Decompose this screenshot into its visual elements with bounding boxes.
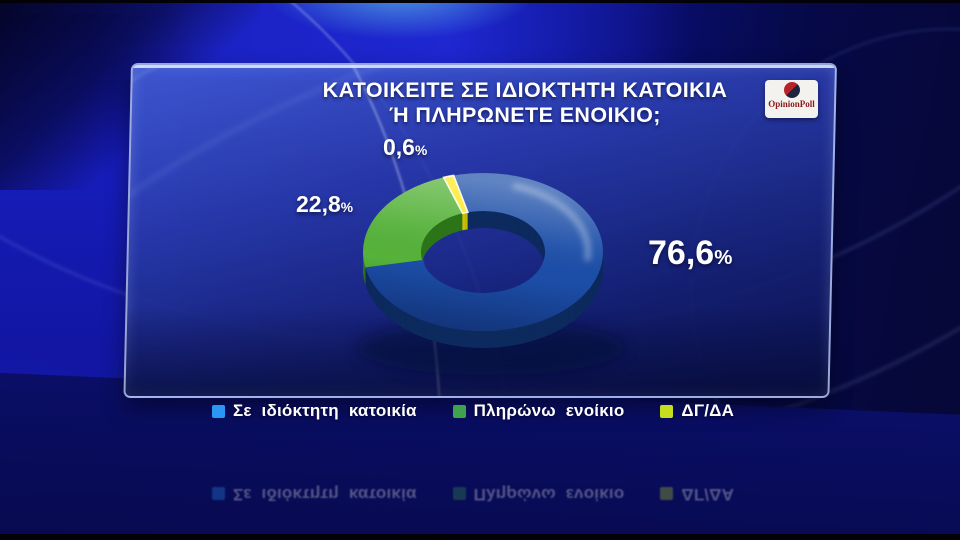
- slice-value-dgda: 0,6: [383, 134, 415, 160]
- legend-item-rent: Πληρώνω ενοίκιο: [452, 401, 625, 421]
- slice-label-rent: 22,8%: [296, 191, 353, 218]
- slice-value-own-home: 76,6: [648, 234, 715, 272]
- legend-label-reflection: Πληρώνω ενοίκιο: [473, 485, 625, 504]
- legend-swatch-green-reflection: [452, 487, 466, 501]
- letterbox-bar-bottom: [0, 534, 960, 540]
- background-cyan-glow: [265, 0, 535, 40]
- title-line-2: Ή ΠΛΗΡΩΝΕΤΕ ΕΝΟΙΚΙΟ;: [389, 103, 661, 127]
- letterbox-bar-top: [0, 0, 960, 3]
- legend-label-rent: Πληρώνω ενοίκιο: [473, 401, 625, 420]
- legend-swatch-blue-reflection: [211, 487, 225, 501]
- legend-item-reflection: Σε ιδιόκτητη κατοικία: [211, 484, 417, 504]
- legend: Σε ιδιόκτητη κατοικία Πληρώνω ενοίκιο ΔΓ…: [0, 401, 946, 421]
- opinionpoll-logo-icon: [783, 82, 800, 98]
- legend-swatch-yellow-reflection: [660, 487, 674, 501]
- percent-sign: %: [714, 247, 733, 269]
- legend-label-own-home: Σε ιδιόκτητη κατοικία: [232, 401, 417, 420]
- slice-label-dgda: 0,6%: [383, 134, 427, 161]
- legend-label-reflection: ΔΓ/ΔΑ: [681, 485, 735, 504]
- legend-swatch-yellow: [660, 404, 674, 418]
- legend-item-reflection: ΔΓ/ΔΑ: [660, 484, 734, 504]
- percent-sign: %: [414, 143, 428, 158]
- slice-value-rent: 22,8: [296, 191, 341, 217]
- legend-item-own-home: Σε ιδιόκτητη κατοικία: [211, 401, 417, 421]
- legend-item-reflection: Πληρώνω ενοίκιο: [452, 484, 625, 504]
- percent-sign: %: [340, 200, 354, 215]
- legend-reflection: Σε ιδιόκτητη κατοικία Πληρώνω ενοίκιο ΔΓ…: [0, 484, 946, 504]
- legend-swatch-blue: [211, 404, 225, 418]
- legend-label-dgda: ΔΓ/ΔΑ: [681, 401, 735, 420]
- opinionpoll-logo: OpinionPoll: [765, 80, 818, 118]
- slice-label-own-home: 76,6%: [648, 234, 732, 273]
- legend-swatch-green: [452, 404, 466, 418]
- legend-label-reflection: Σε ιδιόκτητη κατοικία: [232, 485, 417, 504]
- title-line-1: ΚΑΤΟΙΚΕΙΤΕ ΣΕ ΙΔΙΟΚΤΗΤΗ ΚΑΤΟΙΚΙΑ: [322, 78, 728, 102]
- legend-item-dgda: ΔΓ/ΔΑ: [660, 401, 734, 421]
- page-title: ΚΑΤΟΙΚΕΙΤΕ ΣΕ ΙΔΙΟΚΤΗΤΗ ΚΑΤΟΙΚΙΑ Ή ΠΛΗΡΩ…: [180, 78, 870, 128]
- opinionpoll-logo-text: OpinionPoll: [768, 99, 815, 109]
